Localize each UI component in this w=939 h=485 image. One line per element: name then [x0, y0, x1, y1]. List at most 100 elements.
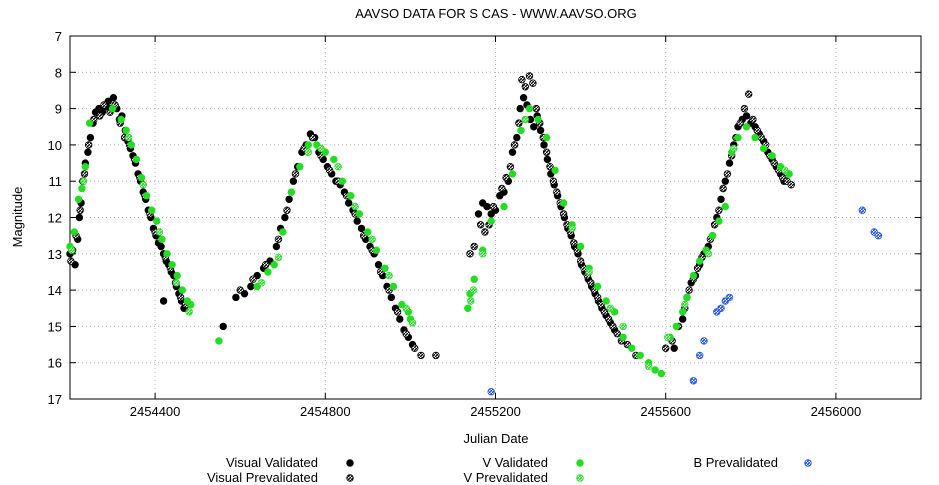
data-point [308, 133, 317, 142]
x-tick-label: 2454800 [300, 404, 351, 419]
data-point [80, 170, 89, 178]
data-point [247, 282, 255, 291]
data-point [672, 322, 680, 331]
data-point [723, 170, 732, 178]
data-point [325, 166, 334, 174]
data-point [613, 330, 621, 338]
x-tick-label: 2456000 [811, 404, 862, 419]
data-point [487, 217, 495, 225]
y-tick-label: 7 [55, 29, 62, 44]
data-point [147, 206, 156, 214]
data-point [372, 246, 381, 254]
data-point [530, 123, 538, 131]
data-point [70, 228, 78, 236]
y-tick-label: 8 [55, 65, 62, 80]
data-point [142, 191, 151, 200]
data-point [387, 293, 395, 302]
data-point [759, 144, 768, 153]
data-point [215, 337, 223, 345]
data-point [593, 293, 602, 302]
data-point [559, 210, 568, 218]
data-point [551, 166, 559, 174]
data-point [153, 217, 161, 225]
data-point [385, 271, 393, 280]
data-point [296, 162, 304, 171]
data-point [489, 202, 498, 211]
data-point [155, 228, 164, 236]
data-point [542, 148, 551, 156]
data-point [281, 213, 289, 222]
data-point [75, 213, 84, 222]
data-point [508, 148, 517, 156]
data-point [176, 293, 185, 302]
y-tick-label: 14 [48, 283, 62, 298]
data-point [757, 133, 766, 142]
data-point [542, 133, 551, 142]
data-point [85, 119, 94, 127]
data-point [479, 250, 487, 258]
chart-title: AAVSO DATA FOR S CAS - WWW.AAVSO.ORG [355, 6, 636, 21]
data-point [717, 195, 725, 203]
data-point [257, 279, 266, 287]
data-point [432, 351, 440, 360]
data-point [730, 144, 738, 153]
data-point [172, 279, 181, 287]
data-point [570, 239, 578, 247]
data-point [689, 271, 698, 280]
data-point [858, 206, 866, 214]
data-point [651, 366, 659, 374]
y-tick-label: 9 [55, 102, 62, 117]
data-point [127, 141, 135, 149]
data-point [721, 202, 729, 211]
data-point [108, 104, 117, 113]
data-point [513, 133, 521, 142]
data-point [272, 242, 281, 251]
data-point [67, 257, 75, 265]
data-point [619, 322, 627, 331]
data-point [597, 300, 605, 309]
data-point [78, 184, 86, 193]
y-tick-label: 17 [48, 392, 62, 407]
data-point [168, 261, 176, 269]
legend-label-v-validated: V Validated [482, 455, 548, 470]
data-point [100, 101, 108, 109]
data-point [521, 83, 529, 91]
x-tick-label: 2455600 [640, 404, 691, 419]
data-point [81, 162, 89, 171]
y-axis-label: Magnitude [10, 187, 25, 248]
data-point [670, 344, 678, 352]
data-point [593, 282, 602, 291]
legend-marker-v-validated [576, 459, 584, 467]
data-point [532, 104, 540, 113]
legend-label-v-prevalidated: V Prevalidated [463, 470, 548, 485]
data-point [536, 126, 545, 135]
data-point [605, 315, 613, 323]
data-point [600, 308, 609, 316]
data-point [262, 261, 270, 269]
data-point [283, 206, 291, 214]
legend-label-visual-validated: Visual Validated [226, 455, 318, 470]
data-point [330, 155, 338, 164]
data-point [874, 231, 883, 240]
data-point [751, 133, 759, 142]
data-point [715, 206, 723, 214]
data-point [79, 177, 88, 185]
data-point [159, 297, 168, 305]
series-v-validated [66, 104, 793, 378]
data-point [396, 315, 404, 323]
data-point [408, 319, 417, 327]
data-point [84, 148, 92, 156]
data-point [411, 344, 419, 352]
data-point [279, 228, 287, 236]
data-point [274, 235, 283, 243]
series-visual-prevalidated [67, 72, 795, 360]
legend-marker-v-prevalidated [576, 474, 584, 482]
data-point [466, 250, 474, 258]
data-point [304, 141, 312, 149]
data-point [474, 210, 483, 218]
data-point [736, 119, 744, 127]
data-point [506, 162, 515, 171]
data-point [470, 275, 478, 283]
data-point [529, 79, 537, 87]
data-points [66, 72, 883, 396]
